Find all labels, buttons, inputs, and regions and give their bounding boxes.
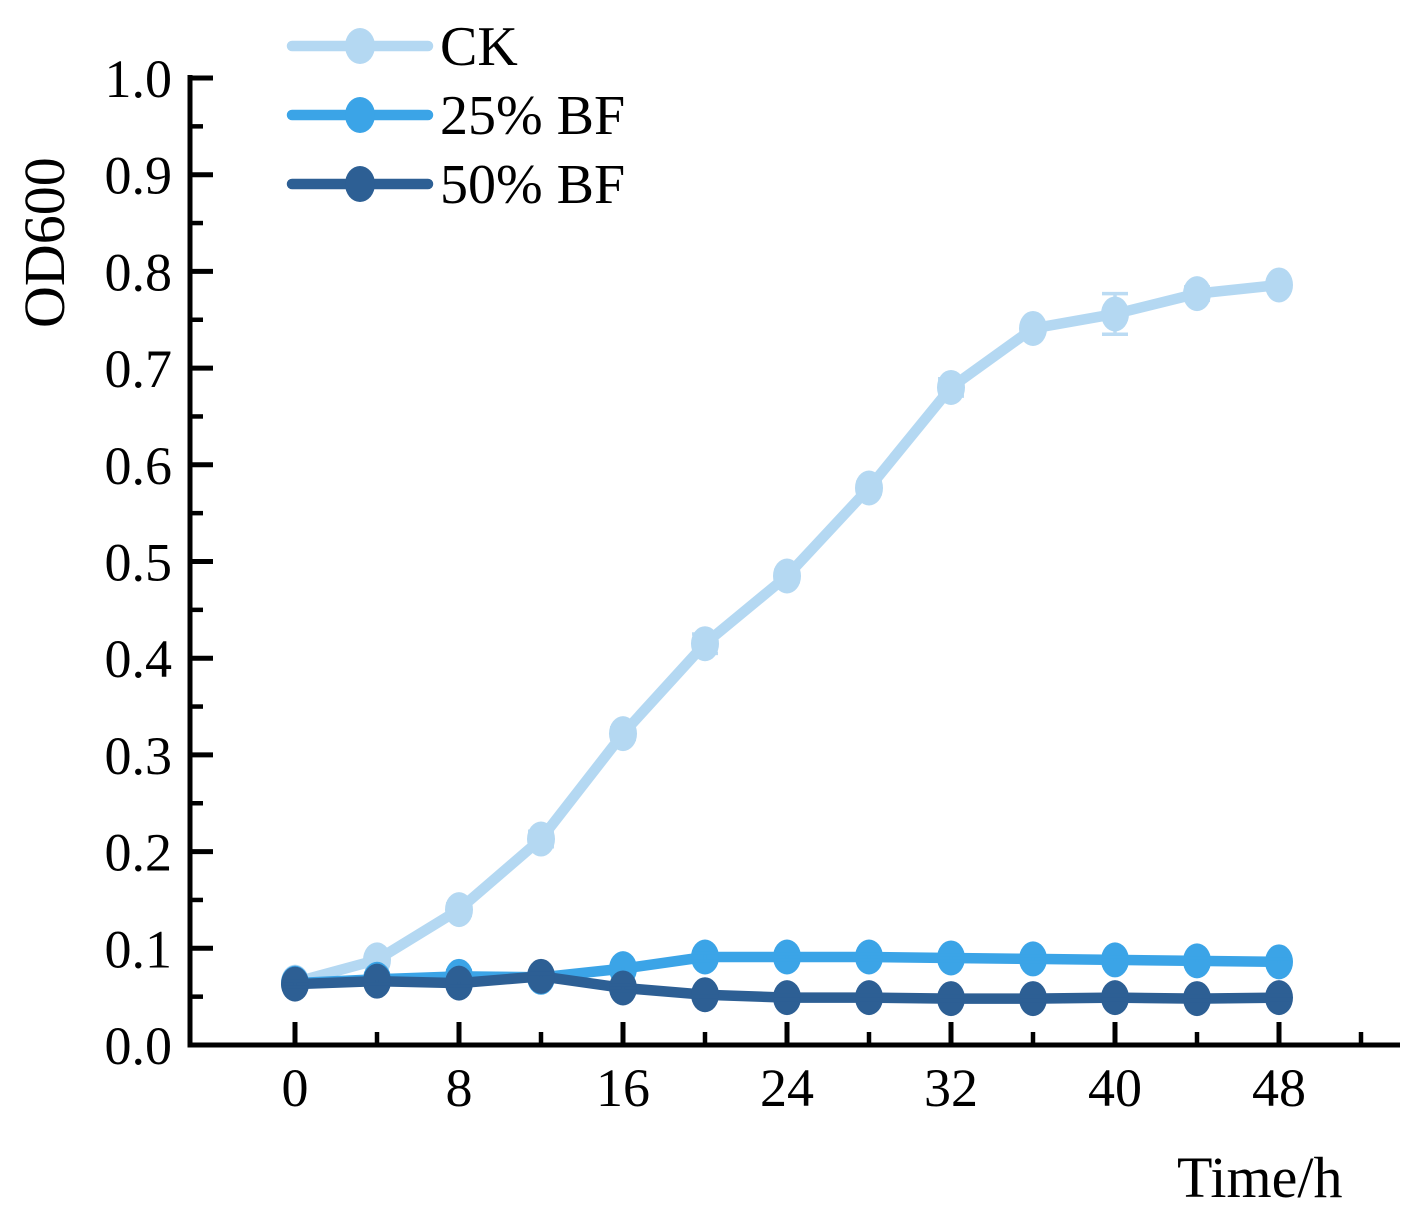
error-bar-ck <box>528 829 554 849</box>
error-bar-25bf <box>1266 957 1292 967</box>
x-tick-label: 8 <box>446 1058 473 1118</box>
error-bar-ck <box>692 632 718 656</box>
x-tick-label: 24 <box>760 1058 814 1118</box>
error-bar-ck <box>446 902 472 918</box>
error-bar-50bf <box>1102 993 1128 1002</box>
error-bar-ck <box>1020 321 1046 336</box>
error-bar-50bf <box>610 983 636 993</box>
error-bar-ck <box>1184 285 1210 303</box>
error-bar-ck <box>938 376 964 398</box>
x-tick-label: 48 <box>1252 1058 1306 1118</box>
error-bar-50bf <box>1266 993 1292 1002</box>
legend-item-50bf: 50% BF <box>286 154 625 216</box>
error-bar-ck <box>1266 279 1292 291</box>
legend-marker-ck <box>345 28 375 64</box>
error-bar-50bf <box>364 976 390 986</box>
y-tick-label: 0.5 <box>105 533 173 593</box>
error-bar-50bf <box>282 979 308 989</box>
y-tick-label: 0.1 <box>105 919 173 979</box>
error-bar-50bf <box>938 994 964 1003</box>
x-tick-label: 0 <box>282 1058 309 1118</box>
x-tick-label: 40 <box>1088 1058 1142 1118</box>
error-bar-25bf <box>856 952 882 962</box>
error-bar-25bf <box>692 951 718 963</box>
y-tick-label: 0.6 <box>105 436 173 496</box>
error-bar-50bf <box>446 978 472 988</box>
legend-item-25bf: 25% BF <box>286 85 625 147</box>
error-bar-50bf <box>692 991 718 999</box>
error-bar-25bf <box>1020 954 1046 964</box>
legend-label-25bf: 25% BF <box>440 85 625 147</box>
error-bar-50bf <box>528 971 554 981</box>
x-axis-title: Time/h <box>1177 1145 1342 1210</box>
legend-label-ck: CK <box>440 16 518 78</box>
error-bar-ck <box>856 480 882 496</box>
y-tick-label: 0.2 <box>105 823 173 883</box>
series-line-ck <box>289 279 1285 988</box>
legend-marker-50bf <box>345 166 375 202</box>
error-bar-25bf <box>938 953 964 963</box>
x-tick-label: 16 <box>596 1058 650 1118</box>
error-bar-50bf <box>774 993 800 1002</box>
y-tick-label: 0.9 <box>105 146 173 206</box>
y-tick-label: 0.3 <box>105 726 173 786</box>
y-tick-label: 0.0 <box>105 1016 173 1076</box>
error-bar-25bf <box>1184 956 1210 966</box>
legend-item-ck: CK <box>286 16 518 78</box>
y-tick-label: 0.4 <box>105 629 173 689</box>
error-bar-25bf <box>774 952 800 962</box>
error-bar-50bf <box>1020 994 1046 1003</box>
y-tick-label: 0.8 <box>105 242 173 302</box>
legend-marker-25bf <box>345 97 375 133</box>
series-50bf <box>281 958 1293 1017</box>
error-bar-ck <box>1102 291 1128 337</box>
error-bar-ck <box>610 726 636 742</box>
error-bar-ck <box>774 568 800 584</box>
error-bar-50bf <box>856 993 882 1002</box>
error-bar-25bf <box>1102 955 1128 965</box>
error-bar-50bf <box>1184 994 1210 1003</box>
y-axis-title: OD600 <box>12 157 77 328</box>
y-tick-label: 1.0 <box>105 49 173 109</box>
y-tick-label: 0.7 <box>105 339 173 399</box>
series-ck <box>281 267 1293 1000</box>
legend-label-50bf: 50% BF <box>440 154 625 216</box>
x-tick-label: 32 <box>924 1058 978 1118</box>
legend: CK 25% BF 50% BF <box>286 16 625 216</box>
